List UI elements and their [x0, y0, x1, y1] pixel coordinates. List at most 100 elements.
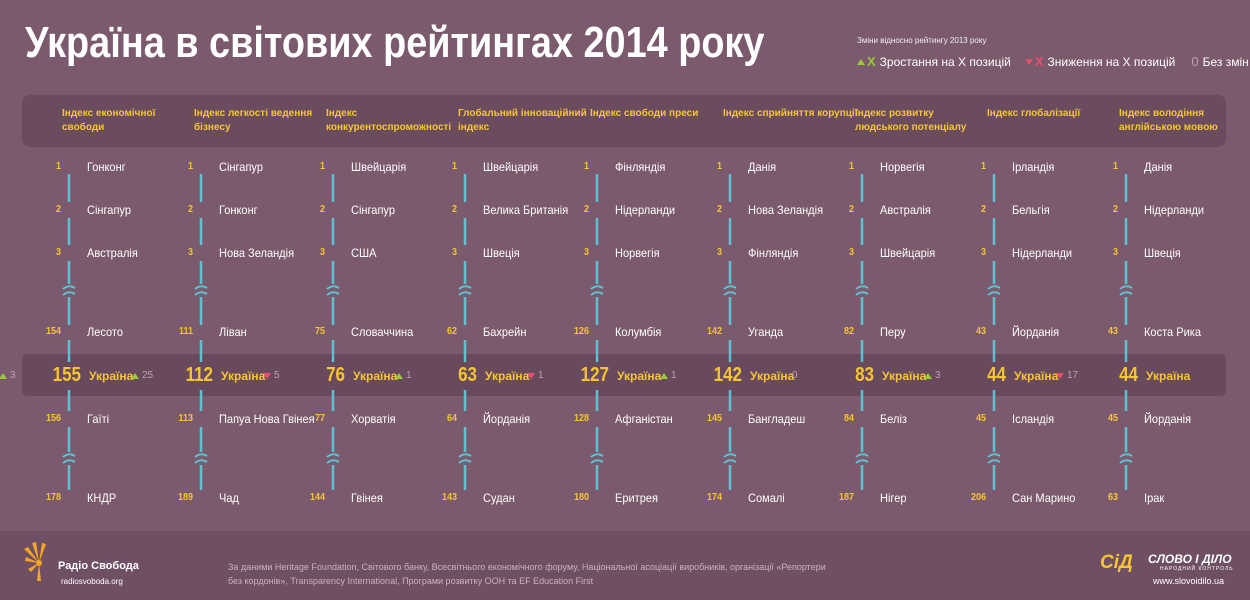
legend-title: Зміни відносно рейтингу 2013 року — [857, 36, 987, 45]
up-arrow-icon — [395, 372, 403, 379]
below-ukraine-country: Бангладеш — [748, 412, 806, 426]
top-2-rank: 2 — [848, 204, 854, 215]
above-ukraine-country: Уганда — [748, 325, 784, 339]
partner-url[interactable]: www.slovoidilo.ua — [1153, 576, 1225, 586]
rank-axis — [1119, 174, 1133, 490]
below-ukraine-rank: 45 — [975, 413, 986, 424]
rank-change: 25 — [131, 370, 153, 381]
axis-break-icon — [194, 453, 208, 458]
legend: Зміни відносно рейтингу 2013 року X Зрос… — [857, 36, 1249, 69]
top-3-rank: 3 — [848, 247, 854, 258]
radio-svoboda-logo-icon — [24, 542, 46, 581]
legend-same: 0 Без змін — [1189, 54, 1248, 69]
rank-change-value: 0 — [792, 370, 798, 381]
above-ukraine-rank: 142 — [706, 326, 722, 337]
ukraine-rank: 155 — [52, 364, 81, 386]
top-3-country: Фінляндія — [748, 246, 799, 260]
last-place-rank: 189 — [177, 492, 193, 503]
top-1-country: Швейцарія — [351, 160, 407, 174]
partner-name: СЛОВО І ДІЛО — [1148, 552, 1232, 566]
below-ukraine-country: Гаїті — [87, 412, 110, 426]
column-header: Глобальний інноваційний індекс — [458, 108, 587, 133]
last-place-country: Ірак — [1144, 491, 1165, 505]
rank-change: 3 — [924, 370, 941, 381]
top-3-country: Нова Зеландія — [219, 246, 295, 260]
ukraine-rank: 127 — [580, 364, 609, 386]
brand-url[interactable]: radiosvoboda.org — [61, 577, 123, 586]
top-2-rank: 2 — [451, 204, 457, 215]
top-2-rank: 2 — [187, 204, 193, 215]
top-1-country: Ірландія — [1012, 160, 1055, 174]
ukraine-label: Україна — [617, 369, 662, 383]
top-3-rank: 3 — [187, 247, 193, 258]
axis-break-icon — [458, 453, 472, 458]
column-header: Індекс глобалізації — [987, 108, 1081, 119]
last-place-country: КНДР — [87, 491, 117, 505]
below-ukraine-country: Йорданія — [483, 412, 531, 426]
axis-break-icon — [458, 285, 472, 290]
down-arrow-icon — [1056, 372, 1064, 379]
axis-break-icon — [855, 459, 869, 464]
legend-up-symbol: X — [867, 54, 876, 69]
axis-break-icon — [62, 459, 76, 464]
top-1-country: Норвегія — [880, 160, 925, 174]
rank-change: 3 — [0, 370, 16, 381]
ranking-column: Індекс легкості ведення бізнесу 1 Сінгапур… — [131, 0, 315, 531]
legend-down-label: Зниження на X позицій — [1047, 54, 1176, 69]
top-2-country: Сінгапур — [87, 203, 131, 217]
axis-break-icon — [194, 285, 208, 290]
header-band — [22, 95, 1226, 147]
top-1-rank: 1 — [1112, 161, 1118, 172]
brand-name: Радіо Свобода — [58, 560, 139, 572]
below-ukraine-country: Йорданія — [1144, 412, 1192, 426]
below-ukraine-rank: 145 — [706, 413, 722, 424]
above-ukraine-country: Словаччина — [351, 325, 414, 339]
rank-axis — [194, 174, 208, 490]
last-place-rank: 187 — [838, 492, 854, 503]
last-place-rank: 180 — [573, 492, 589, 503]
axis-break-icon — [855, 453, 869, 458]
top-1-rank: 1 — [583, 161, 589, 172]
last-place-rank: 143 — [441, 492, 457, 503]
axis-break-icon — [1119, 291, 1133, 296]
above-ukraine-rank: 43 — [975, 326, 986, 337]
above-ukraine-rank: 154 — [45, 326, 61, 337]
axis-break-icon — [590, 285, 604, 290]
rank-change-value: 5 — [274, 370, 280, 381]
above-ukraine-country: Перу — [880, 325, 906, 339]
axis-break-icon — [723, 459, 737, 464]
axis-break-icon — [194, 459, 208, 464]
legend-up: X Зростання на X позицій — [857, 54, 1011, 69]
below-ukraine-rank: 113 — [178, 413, 193, 424]
below-ukraine-country: Хорватія — [351, 412, 396, 426]
ukraine-rank: 44 — [987, 364, 1006, 386]
rank-axis — [458, 174, 472, 490]
partner-tagline: НАРОДНИЙ КОНТРОЛЬ — [1160, 566, 1234, 572]
rank-change-value: 1 — [538, 370, 544, 381]
top-2-country: Велика Британія — [483, 203, 569, 217]
below-ukraine-country: Папуа Нова Гвінея — [219, 412, 315, 426]
top-3-rank: 3 — [451, 247, 457, 258]
ranking-column: Індекс володіння англійською мовою 1 Данія… — [1056, 0, 1218, 531]
top-1-country: Гонконг — [87, 160, 126, 174]
column-header: Індекс свободи преси — [590, 108, 699, 119]
column-header: Індекс конкурентоспроможності — [326, 108, 452, 133]
below-ukraine-country: Ісландія — [1012, 412, 1055, 426]
top-3-country: Нідерланди — [1012, 246, 1073, 260]
axis-break-icon — [62, 285, 76, 290]
ukraine-rank: 44 — [1119, 364, 1138, 386]
axis-break-icon — [326, 453, 340, 458]
top-3-rank: 3 — [716, 247, 722, 258]
up-arrow-icon — [0, 372, 7, 379]
partner-logo: СіД — [1100, 552, 1133, 573]
above-ukraine-rank: 43 — [1107, 326, 1118, 337]
axis-break-icon — [326, 285, 340, 290]
axis-break-icon — [590, 291, 604, 296]
column-header: Індекс розвитку людського потенціалу — [855, 108, 967, 133]
rank-axis — [326, 174, 340, 490]
axis-break-icon — [1119, 459, 1133, 464]
axis-break-icon — [723, 285, 737, 290]
legend-down: X Зниження на X позицій — [1024, 54, 1176, 69]
below-ukraine-rank: 45 — [1107, 413, 1118, 424]
top-3-country: США — [351, 246, 377, 260]
